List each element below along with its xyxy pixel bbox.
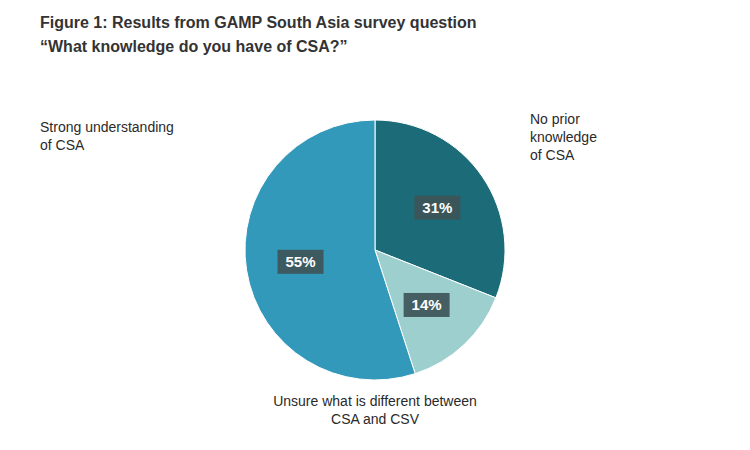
svg-text:55%: 55% bbox=[286, 253, 316, 270]
html-text:“What knowledge do you have of: “What knowledge do you have of CSA?” bbox=[40, 38, 348, 55]
html-text:Strong understanding of CSA: Strong understanding of CSA bbox=[40, 119, 174, 153]
html-text:Figure 1: Results from GAMP So: Figure 1: Results from GAMP South Asia s… bbox=[40, 14, 477, 31]
svg-text:31%: 31% bbox=[422, 199, 452, 216]
html-text:Unsure what is different betwe: Unsure what is different between CSA and… bbox=[273, 393, 477, 427]
html-text:No prior knowledge of CSA: No prior knowledge of CSA bbox=[530, 111, 597, 163]
svg-text:14%: 14% bbox=[412, 296, 442, 313]
